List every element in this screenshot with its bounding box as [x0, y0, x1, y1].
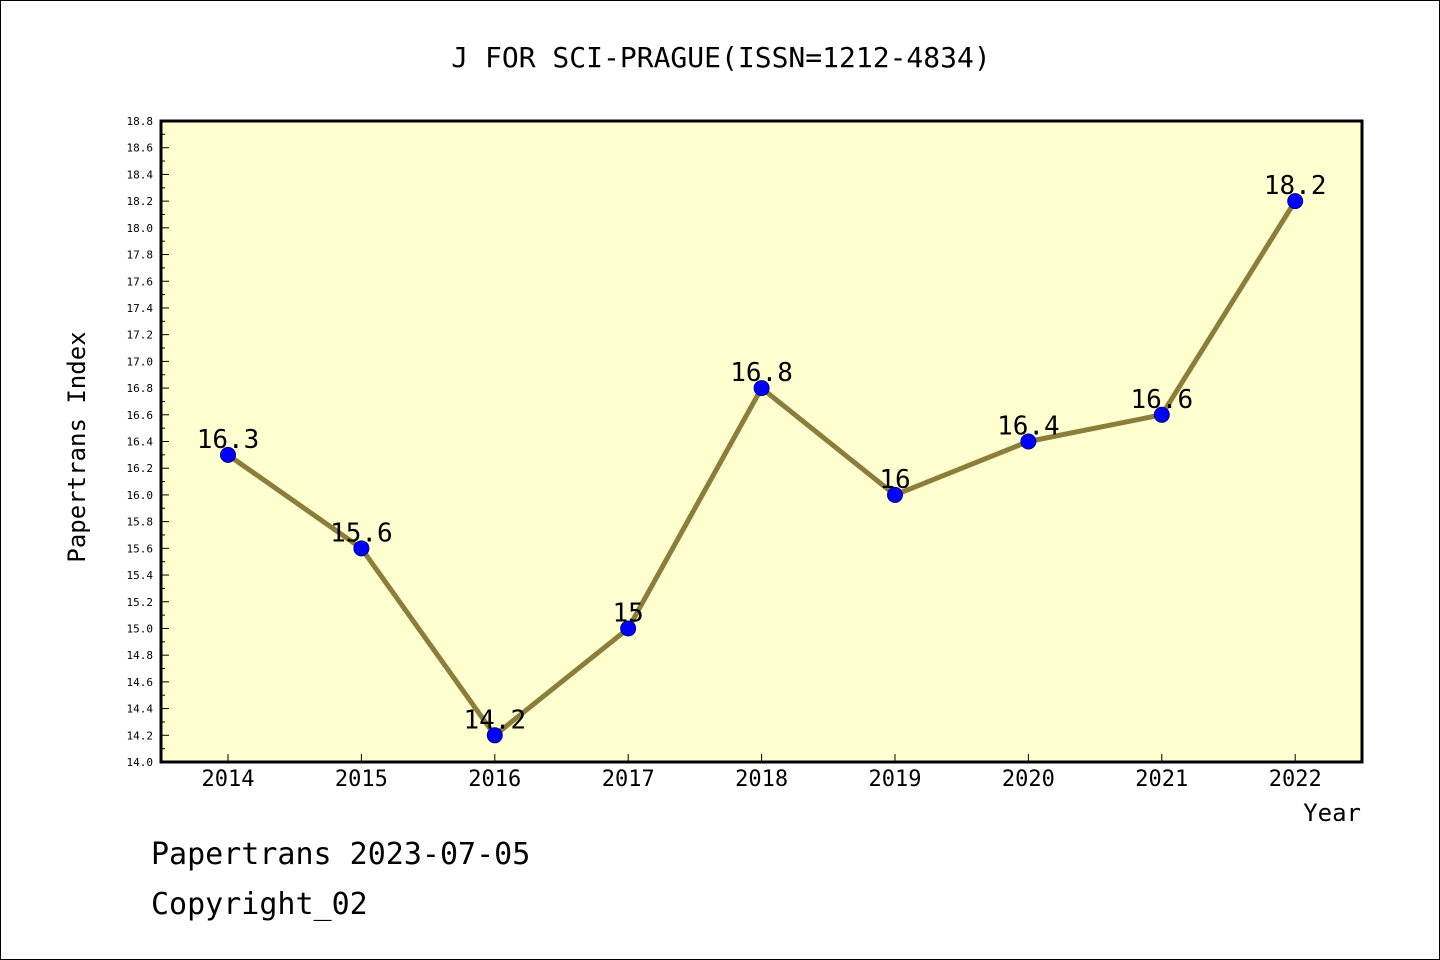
y-tick-label: 18.2 [127, 195, 154, 208]
y-tick-label: 16.4 [127, 436, 154, 449]
y-tick-label: 15.0 [127, 622, 154, 635]
data-point [1020, 433, 1037, 450]
y-tick-label: 16.2 [127, 462, 154, 475]
y-tick-label: 15.2 [127, 596, 154, 609]
x-axis-title: Year [1303, 799, 1361, 827]
data-point [220, 446, 236, 463]
y-axis: 14.0 14.2 14.4 14.6 14.8 15.0 15.2 15.4 15.6 15.8… [127, 115, 169, 769]
x-tick-label: 2015 [335, 767, 388, 792]
x-tick-label: 2019 [869, 767, 922, 792]
x-tick-label: 2017 [602, 767, 655, 792]
data-point [353, 540, 370, 557]
data-label: 16.3 [197, 425, 260, 455]
data-label: 16.4 [997, 412, 1060, 442]
y-tick-label: 14.8 [127, 649, 154, 662]
x-tick-label: 2016 [468, 767, 521, 792]
y-tick-label: 17.6 [127, 275, 154, 288]
y-tick-label: 14.2 [127, 729, 154, 742]
data-label: 15 [613, 598, 644, 628]
x-axis: 2014 2015 2016 2017 2018 2019 2020 2021 2022 [202, 754, 1322, 792]
y-tick-label: 17.0 [127, 355, 154, 368]
data-label: 16 [879, 465, 910, 495]
plot-area [159, 119, 1364, 764]
chart-title: J FOR SCI-PRAGUE(ISSN=1212-4834) [451, 41, 990, 74]
y-tick-label: 16.6 [127, 409, 154, 422]
data-label: 14.2 [463, 705, 526, 735]
data-point [887, 486, 903, 503]
data-label: 16.6 [1130, 385, 1193, 415]
x-tick-label: 2014 [202, 767, 255, 792]
data-label: 15.6 [330, 518, 393, 548]
data-label: 16.8 [730, 358, 793, 388]
footer-copyright: Copyright_02 [151, 887, 368, 922]
y-tick-label: 17.8 [127, 249, 154, 262]
y-tick-label: 17.2 [127, 329, 154, 342]
y-tick-label: 15.6 [127, 542, 154, 555]
y-tick-label: 16.8 [127, 382, 154, 395]
data-label: 18.2 [1264, 171, 1327, 201]
footer-date: Papertrans 2023-07-05 [151, 837, 531, 872]
x-tick-label: 2021 [1135, 767, 1188, 792]
y-tick-label: 16.0 [127, 489, 154, 502]
x-tick-label: 2018 [735, 767, 788, 792]
y-tick-label: 14.0 [127, 756, 154, 769]
y-tick-label: 15.8 [127, 516, 154, 529]
data-point [620, 620, 637, 637]
y-tick-label: 18.8 [127, 115, 154, 128]
y-tick-label: 18.6 [127, 142, 154, 155]
data-point [1287, 193, 1304, 210]
y-tick-label: 14.6 [127, 676, 154, 689]
y-tick-label: 17.4 [127, 302, 154, 315]
y-tick-label: 18.0 [127, 222, 154, 235]
x-tick-label: 2020 [1002, 767, 1055, 792]
y-tick-label: 18.4 [127, 168, 154, 181]
data-point [1153, 406, 1170, 423]
y-tick-label: 14.4 [127, 703, 154, 716]
data-point [753, 380, 770, 397]
series-line-group: 16.3 15.6 14.2 15 16.8 16 16.4 16.6 18.2 [197, 171, 1327, 744]
data-point [486, 727, 503, 744]
y-axis-title: Papertrans Index [63, 331, 91, 562]
x-tick-label: 2022 [1269, 767, 1322, 792]
y-tick-label: 15.4 [127, 569, 154, 582]
